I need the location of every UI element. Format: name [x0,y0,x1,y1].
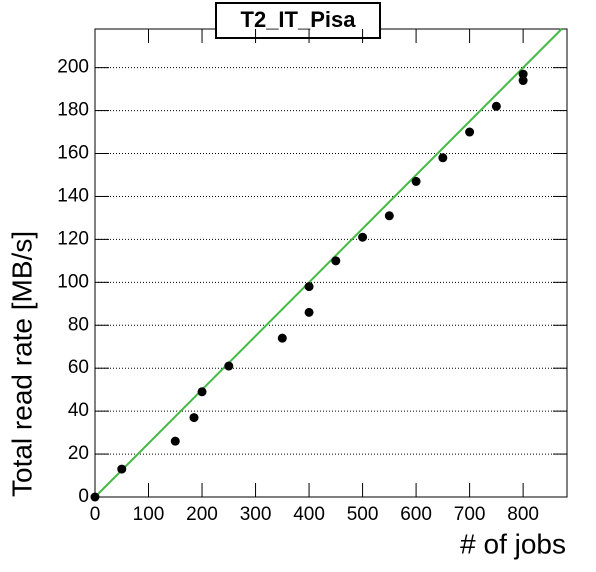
x-tick-label: 800 [507,504,539,525]
chart-title: T2_IT_Pisa [241,7,357,32]
point [189,413,199,423]
x-tick-label: 200 [186,504,218,525]
x-tick-label: 300 [240,504,272,525]
point [117,464,127,474]
y-tick-label: 40 [68,400,89,421]
x-tick-label: 0 [90,504,101,525]
point [465,127,475,137]
point [491,101,501,111]
y-tick-label: 160 [57,143,89,164]
y-tick-label: 80 [68,314,89,335]
y-tick-label: 20 [68,443,89,464]
point [90,492,100,502]
x-tick-label: 400 [293,504,325,525]
point [411,176,421,186]
point [438,153,448,163]
fit-line [94,28,563,498]
y-tick-label: 100 [57,271,89,292]
x-tick-label: 600 [400,504,432,525]
point [358,232,368,242]
x-tick-label: 700 [454,504,486,525]
point [518,76,528,86]
point [304,307,314,317]
y-tick-label: 140 [57,185,89,206]
y-tick-label: 60 [68,357,89,378]
point [277,333,287,343]
y-tick-label: 180 [57,100,89,121]
y-axis-label: Total read rate [MB/s] [6,231,37,497]
x-axis-label: # of jobs [460,528,566,559]
point [224,361,234,371]
point [331,256,341,266]
point [384,211,394,221]
title-box [215,2,381,39]
point [197,387,207,397]
point [518,69,528,79]
y-tick-label: 200 [57,57,89,78]
y-tick-label: 0 [78,486,89,507]
point [170,436,180,446]
y-tick-label: 120 [57,228,89,249]
x-tick-label: 500 [347,504,379,525]
point [304,282,314,292]
x-tick-label: 100 [133,504,165,525]
